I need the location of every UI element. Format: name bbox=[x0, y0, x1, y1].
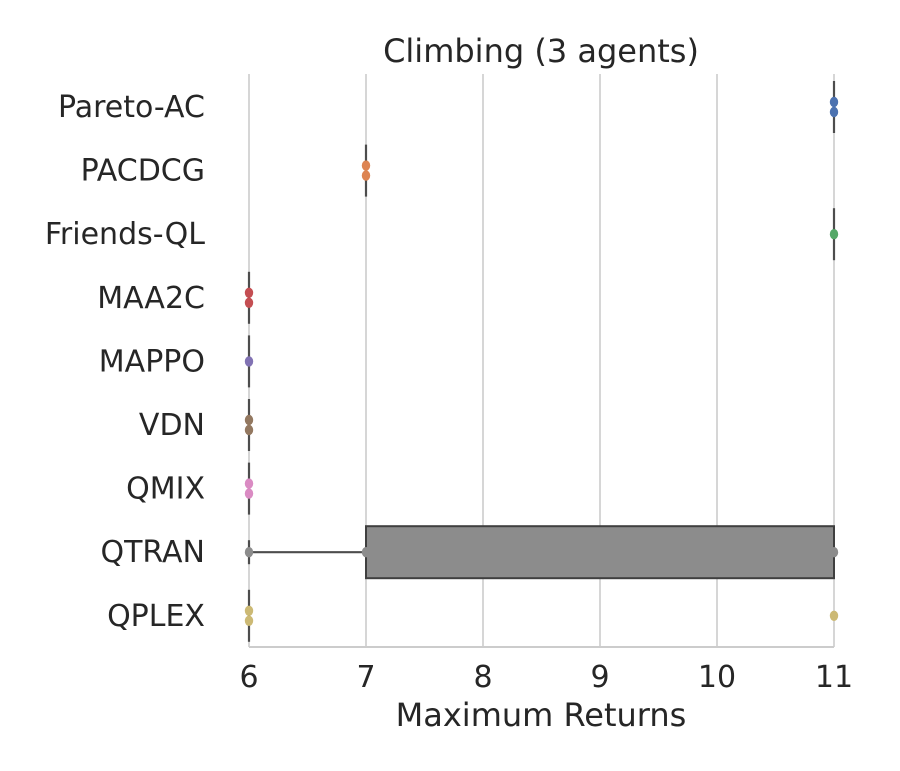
y-tick-label-6: QMIX bbox=[126, 472, 205, 507]
y-tick-label-4: MAPPO bbox=[99, 344, 205, 379]
data-point bbox=[244, 414, 254, 426]
x-tick-label-9: 9 bbox=[590, 660, 609, 695]
box-body bbox=[365, 525, 835, 580]
y-tick-label-7: QTRAN bbox=[100, 535, 205, 570]
data-point bbox=[244, 547, 254, 558]
box-pareto-ac bbox=[829, 81, 839, 133]
x-tick-label-8: 8 bbox=[473, 660, 492, 695]
y-tick-label-8: QPLEX bbox=[107, 599, 205, 634]
data-point bbox=[361, 547, 371, 558]
x-tick-label-11: 11 bbox=[815, 660, 853, 695]
x-tick-label-10: 10 bbox=[698, 660, 736, 695]
box-pacdcg bbox=[361, 144, 371, 197]
y-tick-label-3: MAA2C bbox=[97, 281, 205, 316]
chart-title: Climbing (3 agents) bbox=[383, 32, 699, 70]
box-maa2c bbox=[244, 271, 254, 324]
data-point bbox=[244, 488, 254, 499]
data-point bbox=[829, 106, 839, 118]
y-tick-label-2: Friends-QL bbox=[45, 217, 205, 252]
data-point bbox=[244, 478, 254, 489]
data-point bbox=[244, 356, 254, 367]
x-axis-label: Maximum Returns bbox=[396, 696, 687, 734]
data-point bbox=[244, 287, 254, 298]
data-point bbox=[829, 547, 839, 558]
data-point bbox=[244, 424, 254, 436]
box-mappo bbox=[244, 335, 254, 388]
y-tick-label-0: Pareto-AC bbox=[58, 90, 205, 125]
x-tick-label-6: 6 bbox=[239, 660, 258, 695]
data-point bbox=[361, 160, 371, 171]
data-point bbox=[244, 615, 254, 626]
x-tick-labels: 6 7 8 9 10 11 bbox=[239, 660, 853, 695]
box-marks bbox=[244, 81, 839, 642]
x-tick-label-7: 7 bbox=[356, 660, 375, 695]
box-friends-ql bbox=[829, 208, 839, 261]
y-tick-label-5: VDN bbox=[139, 408, 205, 443]
data-point bbox=[361, 170, 371, 181]
data-point bbox=[244, 605, 254, 616]
data-point bbox=[244, 297, 254, 308]
y-tick-labels: Pareto-AC PACDCG Friends-QL MAA2C MAPPO VDN QM… bbox=[45, 90, 205, 634]
box-qplex bbox=[244, 589, 839, 642]
data-point bbox=[829, 610, 839, 621]
data-point bbox=[829, 96, 839, 108]
box-qmix bbox=[244, 462, 254, 515]
box-vdn bbox=[244, 399, 254, 451]
box-qtran bbox=[244, 525, 839, 580]
y-tick-label-1: PACDCG bbox=[81, 154, 205, 189]
data-point bbox=[829, 229, 839, 240]
